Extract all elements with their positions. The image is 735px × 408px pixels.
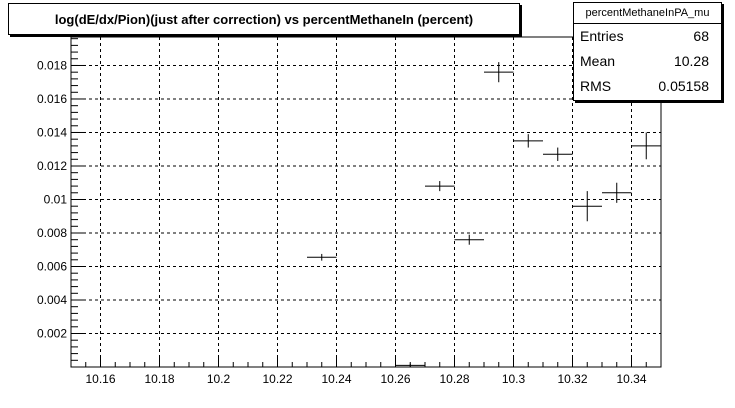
x-tick-label: 10.32 xyxy=(557,372,587,386)
data-point xyxy=(602,182,632,203)
x-tick-label: 10.26 xyxy=(380,372,410,386)
stats-value-mean: 10.28 xyxy=(673,53,709,69)
x-tick-label: 10.16 xyxy=(85,372,115,386)
chart-title: log(dE/dx/Pion)(just after correction) v… xyxy=(8,3,520,35)
x-tick-label: 10.24 xyxy=(321,372,351,386)
x-tick-label: 10.3 xyxy=(502,372,526,386)
data-point xyxy=(425,181,455,192)
x-tick-label: 10.22 xyxy=(262,372,292,386)
axes: 10.16 10.18 10.2 10.22 10.24 10.26 10.28 10.3 10… xyxy=(37,38,662,386)
data-point xyxy=(484,62,514,83)
data-point xyxy=(395,363,425,367)
x-tick-label: 10.18 xyxy=(144,372,174,386)
data-points xyxy=(307,62,661,367)
data-point xyxy=(307,253,337,261)
stats-value-rms: 0.05158 xyxy=(658,78,709,94)
data-point xyxy=(513,134,543,148)
stats-label-mean: Mean xyxy=(580,53,616,69)
y-tick-label: 0.004 xyxy=(37,293,67,307)
x-tick-label: 10.2 xyxy=(207,372,231,386)
y-tick-label: 0.002 xyxy=(37,326,67,340)
data-point xyxy=(631,132,661,160)
y-tick-label: 0.012 xyxy=(37,159,67,173)
y-tick-label: 0.01 xyxy=(44,192,68,206)
stats-row-mean: Mean 10.28 xyxy=(574,49,721,74)
x-tick-label: 10.34 xyxy=(616,372,646,386)
stats-row-entries: Entries 68 xyxy=(574,24,721,49)
data-point xyxy=(454,234,484,245)
y-tick-label: 0.018 xyxy=(37,58,67,72)
y-tick-label: 0.016 xyxy=(37,92,67,106)
y-tick-label: 0.006 xyxy=(37,259,67,273)
x-tick-label: 10.28 xyxy=(439,372,469,386)
stats-box: percentMethaneInPA_mu Entries 68 Mean 10… xyxy=(573,2,722,101)
stats-label-entries: Entries xyxy=(580,28,624,44)
y-tick-label: 0.014 xyxy=(37,125,67,139)
stats-label-rms: RMS xyxy=(580,78,612,94)
data-point xyxy=(543,147,573,161)
stats-row-rms: RMS 0.05158 xyxy=(574,74,721,99)
stats-title: percentMethaneInPA_mu xyxy=(574,3,721,24)
data-point xyxy=(572,191,602,222)
stats-value-entries: 68 xyxy=(693,28,709,44)
y-tick-label: 0.008 xyxy=(37,226,67,240)
